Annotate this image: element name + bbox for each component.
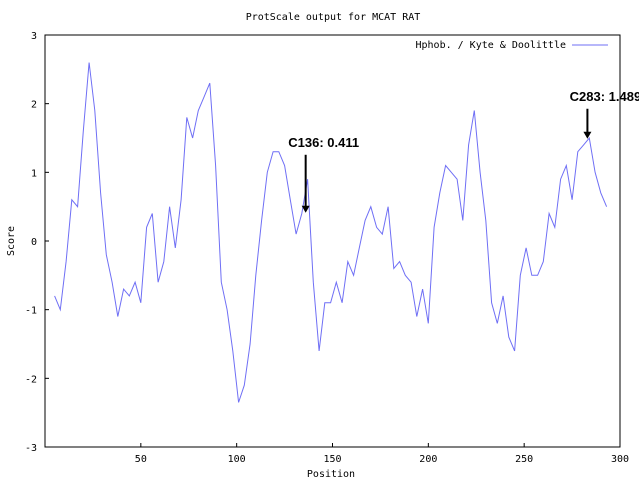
y-tick-label: -3 xyxy=(25,443,37,454)
y-tick-label: 3 xyxy=(31,31,37,42)
y-tick-label: 1 xyxy=(31,168,37,179)
y-tick-label: -1 xyxy=(25,306,37,317)
y-axis-label: Score xyxy=(6,226,17,256)
annotation-label: C136: 0.411 xyxy=(288,135,359,150)
y-tick-label: -2 xyxy=(25,374,37,385)
annotation-label: C283: 1.489 xyxy=(570,89,639,104)
arrow-head xyxy=(583,131,592,139)
y-tick-label: 2 xyxy=(31,100,37,111)
plot-frame xyxy=(44,34,621,448)
chart-title: ProtScale output for MCAT RAT xyxy=(246,12,421,23)
x-tick-label: 100 xyxy=(228,454,246,465)
x-tick-label: 150 xyxy=(323,454,341,465)
y-tick-label: 0 xyxy=(31,237,37,248)
x-tick-label: 200 xyxy=(419,454,437,465)
arrow-head xyxy=(301,205,310,213)
x-tick-label: 50 xyxy=(135,454,147,465)
legend-label: Hphob. / Kyte & Doolittle xyxy=(415,40,566,51)
data-line xyxy=(54,62,608,403)
x-tick-label: 300 xyxy=(611,454,629,465)
x-tick-label: 250 xyxy=(515,454,533,465)
x-axis-label: Position xyxy=(307,469,355,480)
